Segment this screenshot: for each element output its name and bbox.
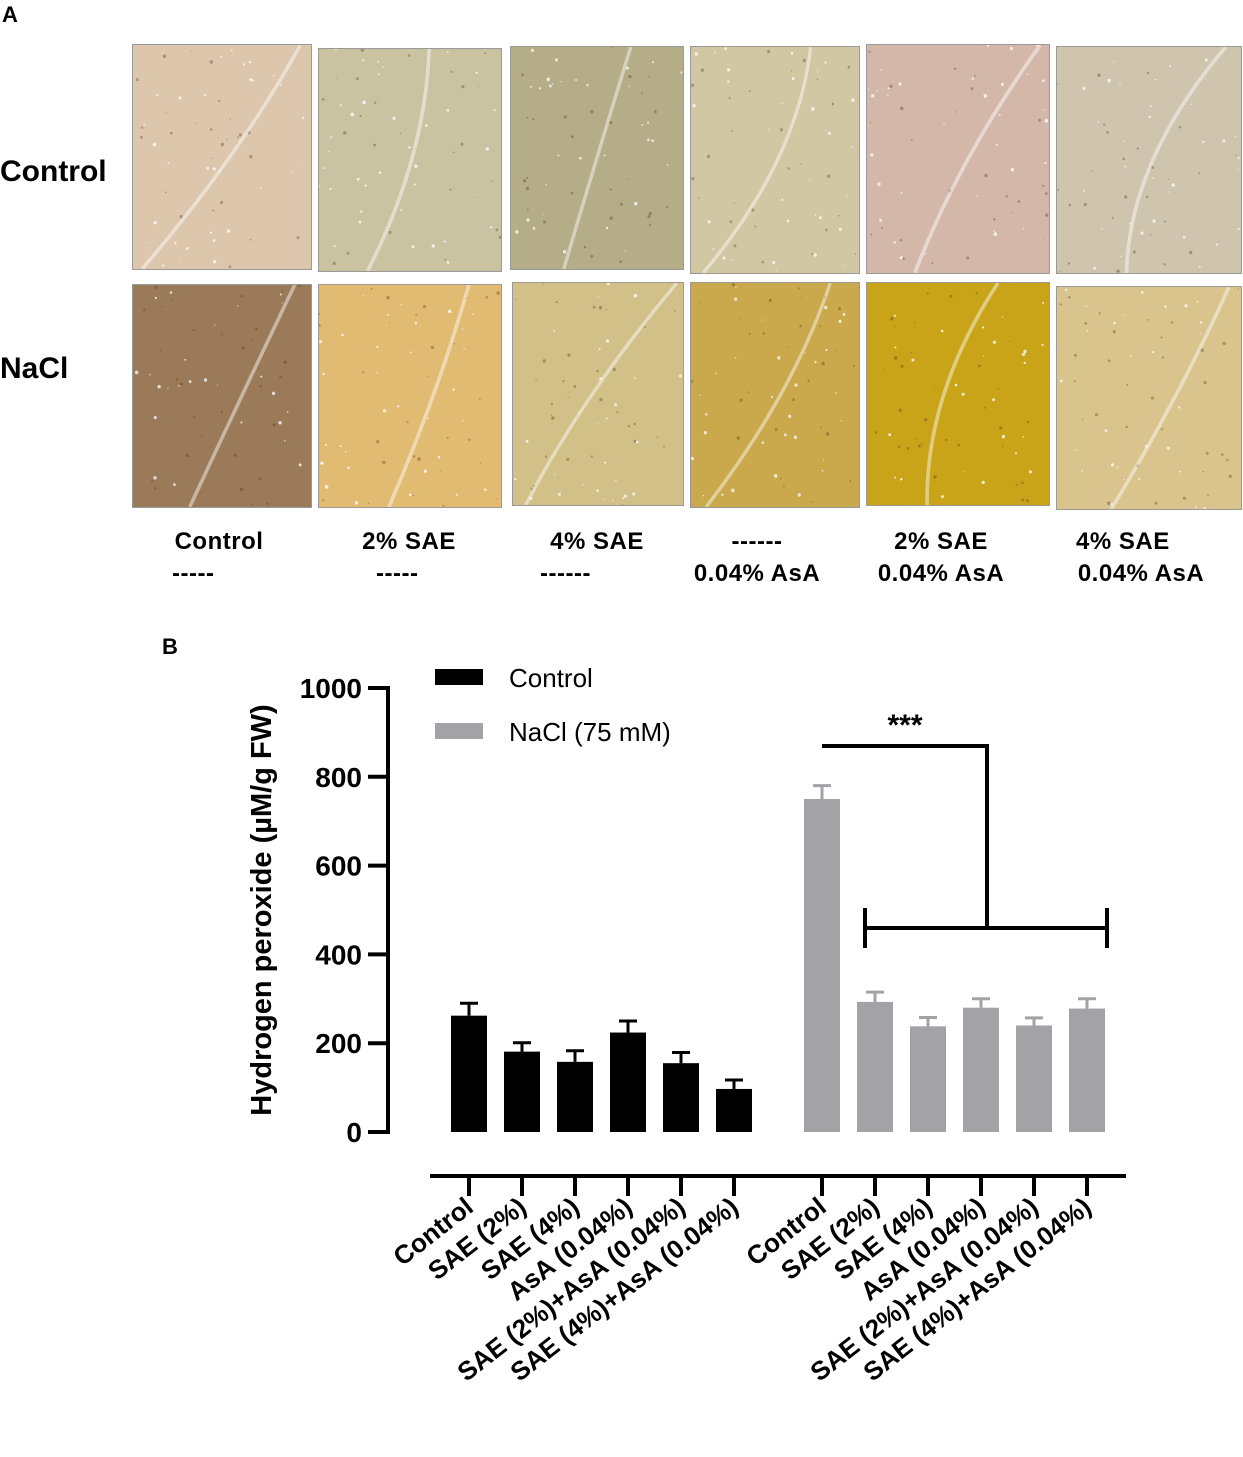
micrograph-control-asa: [690, 46, 860, 274]
column-label-sae2-asa: 2% SAE 0.04% AsA: [877, 528, 1005, 587]
panel-a-letter: A: [2, 2, 18, 27]
bar-0-0: [451, 1015, 487, 1132]
legend-label-0: Control: [509, 663, 593, 693]
bar-1-2: [910, 1026, 946, 1132]
micrograph-control-sae2: [318, 48, 502, 272]
column-label-control: Control -----: [172, 528, 264, 587]
y-tick-label-600: 600: [315, 851, 362, 882]
bar-0-5: [716, 1088, 752, 1132]
significance-stars: ***: [887, 709, 922, 742]
micrograph-nacl-sae4: [512, 282, 684, 506]
legend-swatch-1: [435, 723, 483, 739]
bar-0-2: [557, 1061, 593, 1132]
y-axis-title: Hydrogen peroxide (µM/g FW): [246, 704, 278, 1115]
y-tick-label-400: 400: [315, 939, 362, 970]
micrograph-nacl-control: [132, 284, 312, 508]
column-label-asa: ------ 0.04% AsA: [693, 528, 821, 587]
y-tick-label-0: 0: [346, 1117, 362, 1148]
micrograph-control-control: [132, 44, 312, 270]
bar-1-3: [963, 1007, 999, 1132]
column-label-sae2: 2% SAE -----: [362, 528, 456, 587]
bar-1-1: [857, 1001, 893, 1132]
column-label-sae4-asa: 4% SAE 0.04% AsA: [1076, 528, 1205, 587]
bar-0-1: [504, 1051, 540, 1132]
micrograph-control-sae4: [510, 46, 684, 270]
bar-1-4: [1016, 1025, 1052, 1132]
micrograph-nacl-sae4-asa: [1056, 286, 1242, 510]
y-tick-label-800: 800: [315, 762, 362, 793]
y-tick-label-200: 200: [315, 1028, 362, 1059]
column-label-sae4: 4% SAE ------: [540, 528, 644, 587]
row-label-control: Control: [0, 155, 107, 188]
y-tick-label-1000: 1000: [300, 673, 362, 704]
legend-swatch-0: [435, 669, 483, 685]
micrograph-nacl-sae2-asa: [866, 282, 1050, 506]
significance-bracket-top: [822, 744, 989, 928]
bar-1-0: [804, 799, 840, 1132]
micrograph-control-sae4-asa: [1056, 46, 1242, 274]
micrograph-control-sae2-asa: [866, 44, 1050, 274]
micrograph-nacl-sae2: [318, 284, 502, 508]
legend-label-1: NaCl (75 mM): [509, 717, 671, 747]
row-label-nacl: NaCl: [0, 352, 69, 385]
bar-1-5: [1069, 1008, 1105, 1132]
bar-0-3: [610, 1032, 646, 1132]
micrograph-nacl-asa: [690, 282, 860, 508]
panel-b-letter: B: [162, 634, 178, 659]
bar-0-4: [663, 1063, 699, 1132]
